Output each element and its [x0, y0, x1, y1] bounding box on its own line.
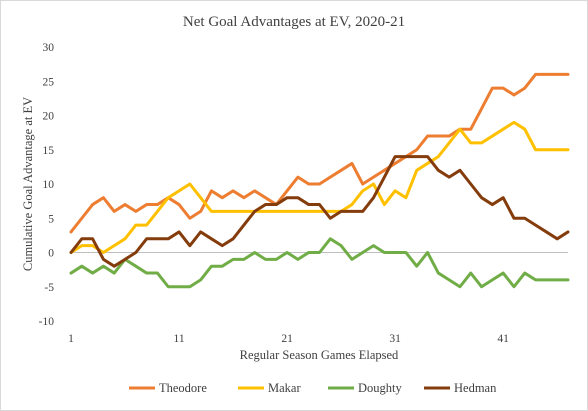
y-tick-label: 15	[43, 145, 55, 157]
x-tick-label: 41	[497, 333, 509, 345]
series-line-doughty	[69, 237, 570, 289]
legend-label-theodore: Theodore	[159, 381, 207, 395]
x-axis-label: Regular Season Games Elapsed	[240, 348, 399, 362]
y-axis-label: Cumulative Goal Advantage at EV	[21, 97, 35, 271]
y-tick-label: -5	[44, 282, 54, 294]
legend-label-makar: Makar	[268, 381, 301, 395]
legend: Theodore Makar Doughty Hedman	[129, 381, 497, 395]
y-tick-label: 10	[43, 179, 55, 191]
y-tick-label: 0	[48, 248, 54, 260]
y-tick-label: 25	[43, 76, 55, 88]
x-tick-label: 1	[68, 333, 74, 345]
legend-label-hedman: Hedman	[454, 381, 497, 395]
x-tick-label: 31	[389, 333, 401, 345]
y-tick-label: 30	[43, 42, 55, 54]
x-tick-label: 11	[174, 333, 185, 345]
y-tick-label: 5	[48, 213, 54, 225]
series-line-hedman	[69, 155, 570, 268]
series-group	[69, 72, 570, 289]
x-tick-label: 21	[281, 333, 293, 345]
y-tick-label: -10	[39, 316, 55, 328]
chart-title: Net Goal Advantages at EV, 2020-21	[183, 14, 405, 30]
series-line-theodore	[69, 72, 570, 234]
y-tick-label: 20	[43, 111, 55, 123]
series-line-makar	[69, 120, 570, 254]
legend-label-doughty: Doughty	[358, 381, 403, 395]
